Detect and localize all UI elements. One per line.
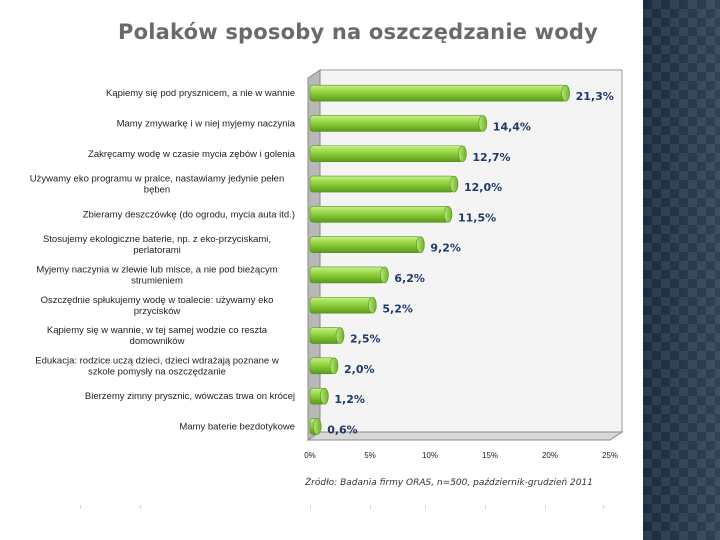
category-label-line: szkole pomysły na oszczędzanie	[88, 366, 226, 377]
category-label: Kąpiemy się pod prysznicem, a nie w wann…	[106, 88, 295, 99]
value-label: 9,2%	[430, 242, 461, 255]
bar-end-cap	[458, 145, 467, 163]
x-tick-label: 0%	[304, 451, 316, 460]
category-label-line: bęben	[144, 185, 170, 196]
bar-body	[309, 145, 463, 163]
bar-body	[309, 206, 449, 223]
category-label-line: Kąpiemy się pod prysznicem, a nie w wann…	[106, 88, 295, 99]
source-note: Źródło: Badania firmy ORAS, n=500, paźdz…	[305, 478, 593, 488]
x-tick-label: 10%	[422, 451, 438, 460]
category-label-line: Bierzemy zimny prysznic, wówczas trwa on…	[85, 391, 295, 402]
bar-body	[309, 327, 341, 344]
bar-11	[309, 387, 329, 405]
plot-floor	[306, 431, 624, 441]
value-label: 5,2%	[382, 302, 413, 315]
slide-title: Polaków sposoby na oszczędzanie wody	[118, 20, 599, 44]
category-label: Mamy zmywarkę i w niej myjemy naczynia	[117, 118, 296, 129]
bar-end-cap	[449, 175, 459, 193]
bar-5	[309, 206, 453, 223]
value-label: 2,5%	[350, 333, 381, 346]
category-label: Kąpiemy się w wannie, w tej samej wodzie…	[47, 325, 268, 347]
x-tick-label: 20%	[542, 451, 558, 460]
bar-8	[309, 296, 377, 314]
footer-tick	[140, 505, 141, 509]
bar-6	[309, 236, 425, 253]
category-label-line: Mamy zmywarkę i w niej myjemy naczynia	[117, 118, 296, 129]
category-label: Oszczędnie spłukujemy wodę w toalecie: u…	[41, 295, 274, 317]
category-label: Mamy baterie bezdotykowe	[179, 421, 295, 432]
category-label: Zakręcamy wodę w czasie mycia zębów i go…	[88, 149, 296, 160]
bar-end-cap	[312, 418, 322, 435]
bar-1	[309, 84, 570, 102]
bar-end-cap	[329, 357, 339, 375]
x-tick-label: 15%	[482, 451, 498, 460]
bar-end-cap	[416, 236, 425, 253]
bar-end-cap	[320, 387, 329, 405]
category-label-line: Zbieramy deszczówkę (do ogrodu, mycia au…	[83, 209, 295, 220]
footer-tick	[370, 505, 371, 509]
value-label: 11,5%	[458, 211, 496, 224]
bar-3	[309, 145, 467, 163]
category-label: Stosujemy ekologiczne baterie, np. z eko…	[43, 234, 271, 256]
category-label-line: perlatorami	[133, 245, 181, 256]
category-label-line: domowników	[130, 336, 185, 347]
footer-tick	[80, 505, 81, 509]
value-label: 6,2%	[394, 272, 425, 285]
category-label: Edukacja: rodzice uczą dzieci, dzieci wd…	[35, 355, 279, 377]
bar-10	[309, 357, 339, 375]
value-label: 0,6%	[327, 423, 358, 436]
bar-end-cap	[368, 296, 377, 314]
category-label-line: Myjemy naczynia w zlewie lub misce, a ni…	[36, 264, 277, 275]
category-label-line: strumieniem	[131, 275, 183, 286]
category-label-line: przycisków	[134, 306, 181, 317]
category-label: Bierzemy zimny prysznic, wówczas trwa on…	[85, 391, 295, 402]
category-label-line: Edukacja: rodzice uczą dzieci, dzieci wd…	[35, 355, 279, 366]
bar-2	[309, 115, 488, 132]
bar-body	[309, 115, 484, 132]
bar-body	[309, 296, 373, 314]
bar-body	[309, 266, 385, 284]
value-label: 2,0%	[344, 363, 375, 376]
category-label-line: Kąpiemy się w wannie, w tej samej wodzie…	[47, 325, 268, 336]
category-label-line: Używamy eko programu w pralce, nastawiam…	[30, 174, 285, 185]
category-label-line: Mamy baterie bezdotykowe	[179, 421, 295, 432]
footer-tick	[425, 505, 426, 509]
bar-body	[309, 236, 421, 253]
value-label: 12,7%	[472, 151, 510, 164]
bar-end-cap	[380, 266, 389, 284]
x-tick-label: 5%	[364, 451, 376, 460]
category-label-line: Oszczędnie spłukujemy wodę w toalecie: u…	[41, 295, 274, 306]
bar-body	[309, 84, 566, 102]
bar-end-cap	[443, 206, 453, 223]
bar-9	[309, 327, 345, 344]
footer-tick	[545, 505, 546, 509]
value-label: 12,0%	[464, 181, 502, 194]
category-label: Zbieramy deszczówkę (do ogrodu, mycia au…	[83, 209, 295, 220]
category-label-line: Zakręcamy wodę w czasie mycia zębów i go…	[88, 149, 296, 160]
footer-tick	[603, 505, 604, 509]
value-label: 1,2%	[334, 393, 365, 406]
footer-tick	[485, 505, 486, 509]
bar-4	[309, 175, 459, 193]
value-label: 21,3%	[576, 90, 614, 103]
bar-body	[309, 175, 455, 193]
footer-tick	[310, 505, 311, 509]
category-label: Używamy eko programu w pralce, nastawiam…	[30, 174, 285, 196]
bar-end-cap	[478, 115, 488, 132]
bar-end-cap	[561, 84, 570, 102]
decorative-side-panel	[643, 0, 720, 540]
category-label-line: Stosujemy ekologiczne baterie, np. z eko…	[43, 234, 271, 245]
bar-7	[309, 266, 389, 284]
x-tick-label: 25%	[602, 451, 618, 460]
bar-end-cap	[335, 327, 345, 344]
bar-12	[309, 418, 322, 435]
category-label: Myjemy naczynia w zlewie lub misce, a ni…	[36, 264, 277, 286]
value-label: 14,4%	[493, 120, 531, 133]
